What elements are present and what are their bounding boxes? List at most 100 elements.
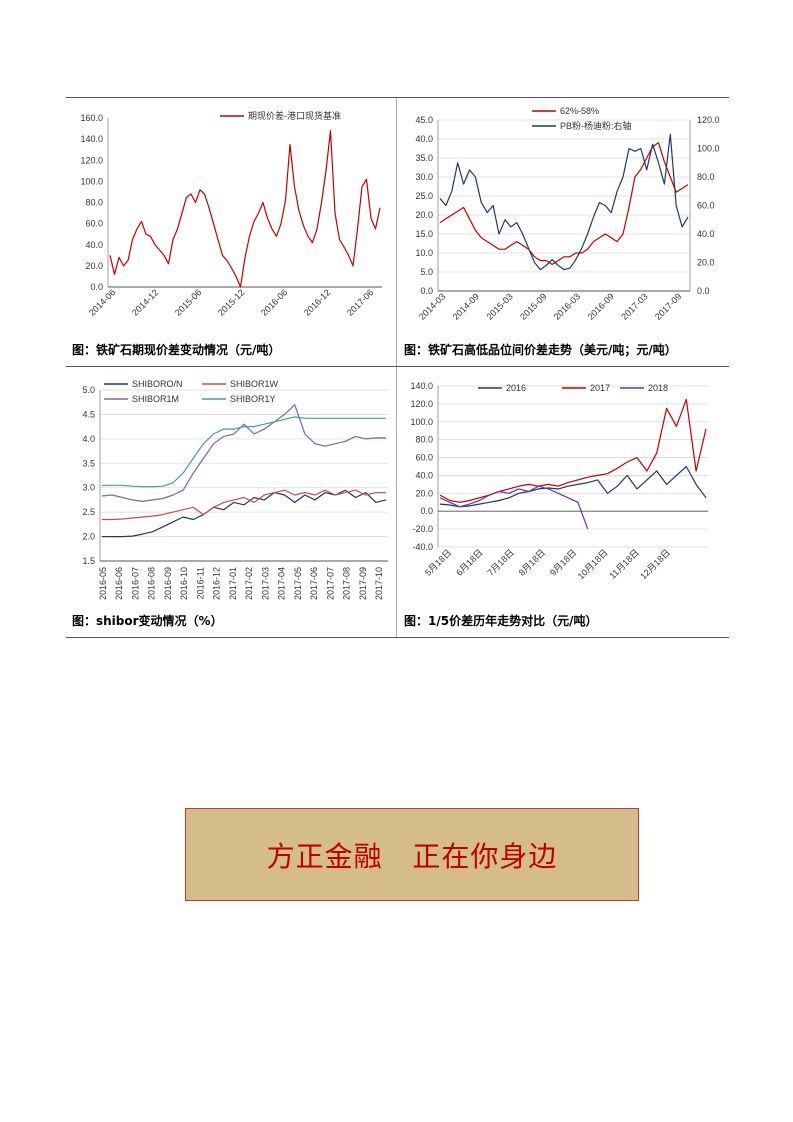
legend-label: SHIBOR1Y [230,394,276,404]
y-tick-label: 30.0 [415,172,433,182]
y-tick-label: 25.0 [415,191,433,201]
legend-label: SHIBORO/N [132,379,183,389]
y2-tick-label: 100.0 [697,144,720,154]
x-tick-label: 2017-06 [345,287,375,317]
y-tick-label: 120.0 [80,155,103,165]
legend-label: 62%-58% [560,106,599,116]
y2-tick-label: 120.0 [697,115,720,125]
series-line-3 [439,485,589,530]
series-line-1 [439,142,689,265]
x-tick-label: 2015-06 [173,287,203,317]
y-tick-label: 35.0 [415,153,433,163]
series-line-2 [102,489,386,521]
x-tick-label: 2016-05 [98,567,108,600]
chart-futures-spot-spread: 0.0 20.0 40.0 60.0 80.0 100.0 120.0 140.0 160.0 2… [80,110,382,318]
y-tick-label: 0.0 [420,286,433,296]
caption-chart-1: 图：铁矿石期现价差变动情况（元/吨） [72,343,281,357]
rule-middle [66,366,729,367]
series-line-2 [439,398,707,503]
x-tick-label: 2017-02 [244,567,254,600]
y-tick-label: 1.5 [82,556,95,566]
x-tick-label: 2017-09 [653,291,683,321]
x-tick-label: 2016-09 [586,291,616,321]
slogan-banner: 方正金融 正在你身边 [185,808,639,901]
x-tick-label: 2016-09 [163,567,173,600]
x-tick-label: 2017-03 [260,567,270,600]
y2-tick-label: 20.0 [697,258,715,268]
y-tick-label: 60.0 [415,453,433,463]
y-tick-label: 0.0 [90,282,103,292]
x-tick-label: 12月18日 [638,547,672,581]
x-tick-label: 10月18日 [576,547,610,581]
caption-chart-3: 图：shibor变动情况（%） [72,614,223,628]
x-tick-label: 2017-08 [342,567,352,600]
legend-label: SHIBOR1M [132,394,179,404]
x-tick-label: 2016-06 [259,287,289,317]
y-tick-label: 20.0 [85,261,103,271]
x-tick-label: 2017-10 [374,567,384,600]
y-tick-label: 20.0 [415,210,433,220]
y-tick-label: 40.0 [85,240,103,250]
caption-chart-4: 图：1/5价差历年走势对比（元/吨） [404,614,598,628]
y-tick-label: 140.0 [410,381,433,391]
x-tick-label: 2015-03 [484,291,514,321]
chart-shibor: 1.5 2.0 2.5 3.0 3.5 4.0 4.5 5.0 2016-05 2016-06 20… [82,379,388,600]
series-line-1 [439,465,707,508]
y-tick-label: 80.0 [85,198,103,208]
chart-grade-spread: 0.0 5.0 10.0 15.0 20.0 25.0 30.0 35.0 40.0 45.0 0.… [415,106,720,322]
y-tick-label: 15.0 [415,229,433,239]
series-line-3 [101,404,386,502]
x-tick-label: 2015-09 [518,291,548,321]
x-tick-label: 11月18日 [607,547,640,580]
legend-label: 2016 [506,383,526,393]
y-tick-label: 45.0 [415,115,433,125]
series-line-4 [102,416,386,488]
x-tick-label: 2016-06 [114,567,124,600]
legend-label: PB粉-杨迪粉:右轴 [560,120,632,131]
x-tick-label: 7月18日 [485,547,515,577]
x-tick-label: 2016-07 [130,567,140,600]
chart-panel-3: 1.5 2.0 2.5 3.0 3.5 4.0 4.5 5.0 2016-05 2016-06 20… [68,370,394,602]
y-tick-label: 80.0 [415,435,433,445]
y-tick-label: 5.0 [82,385,95,395]
y-tick-label: 40.0 [415,470,433,480]
x-tick-label: 2016-12 [212,567,222,600]
y-tick-label: -20.0 [412,524,433,534]
y2-tick-label: 80.0 [697,172,715,182]
x-tick-label: 2014-09 [451,291,481,321]
x-tick-label: 2017-01 [228,567,238,600]
y2-tick-label: 40.0 [697,229,715,239]
y-tick-label: 4.0 [82,434,95,444]
series-line-1 [109,130,381,288]
x-tick-label: 9月18日 [548,547,578,577]
x-tick-label: 2016-11 [195,567,205,599]
column-divider-top [396,98,397,366]
x-tick-label: 2016-03 [552,291,582,321]
x-tick-label: 2017-06 [309,567,319,600]
x-tick-label: 8月18日 [517,547,547,577]
y-tick-label: 40.0 [415,134,433,144]
x-tick-label: 2017-05 [293,567,303,600]
y-tick-label: 20.0 [415,488,433,498]
x-tick-label: 2017-03 [619,291,649,321]
y-tick-label: 100.0 [410,417,433,427]
y-tick-label: 160.0 [80,113,103,123]
chart-1-5-spread: -40.0 -20.0 0.0 20.0 40.0 60.0 80.0 100.0 120.0 1… [410,381,708,581]
x-tick-label: 2015-12 [216,287,246,317]
x-tick-label: 2016-08 [147,567,157,600]
chart-panel-4: -40.0 -20.0 0.0 20.0 40.0 60.0 80.0 100.0 120.0 1… [400,370,728,602]
y-tick-label: 2.5 [82,507,95,517]
y-tick-label: 10.0 [415,248,433,258]
y2-tick-label: 60.0 [697,201,715,211]
x-tick-label: 2017-04 [277,567,287,600]
x-tick-label: 6月18日 [454,547,484,577]
y-tick-label: 3.0 [82,483,95,493]
x-tick-label: 2014-12 [130,287,160,317]
y-tick-label: -40.0 [412,542,433,552]
y-tick-label: 5.0 [420,267,433,277]
series-line-2 [439,133,689,271]
legend-label: 2018 [648,383,668,393]
y-tick-label: 4.5 [82,409,95,419]
rule-bottom [66,637,729,638]
y-tick-label: 3.5 [82,458,95,468]
